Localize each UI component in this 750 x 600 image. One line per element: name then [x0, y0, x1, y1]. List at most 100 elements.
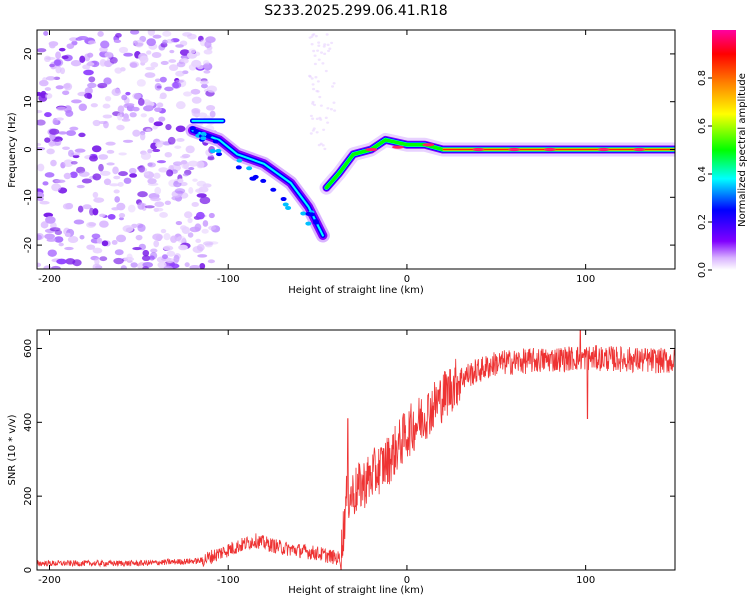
noise-blob	[46, 148, 55, 155]
noise-blob	[136, 79, 146, 87]
noise-blob	[54, 179, 66, 184]
noise-blob	[208, 212, 215, 219]
noise-blob	[154, 201, 165, 208]
noise-blob	[144, 72, 156, 78]
noise-blob	[109, 183, 120, 187]
noise-blob	[104, 95, 112, 102]
noise-blob	[44, 112, 52, 118]
noise-blob	[322, 45, 326, 48]
y-tick-label: -20	[23, 237, 34, 253]
noise-blob	[328, 47, 332, 50]
snr-x-ticks: -200 -100 0 100	[38, 330, 595, 586]
noise-blob	[48, 41, 59, 47]
figure-title: S233.2025.299.06.41.R18	[264, 3, 447, 19]
noise-blob	[146, 50, 152, 55]
noise-blob	[154, 78, 161, 83]
x-tick-label: -200	[38, 274, 61, 285]
noise-blob	[156, 102, 164, 108]
noise-blob	[140, 113, 147, 118]
noise-blob	[118, 46, 129, 54]
noise-blob	[163, 233, 171, 241]
noise-blob	[37, 119, 46, 126]
noise-blob	[100, 40, 110, 49]
noise-blob	[168, 59, 177, 63]
noise-blob	[105, 141, 116, 146]
noise-blob	[123, 177, 132, 184]
noise-blob	[111, 239, 118, 245]
spectrogram-ridge	[185, 118, 675, 243]
noise-blob	[49, 128, 60, 135]
noise-blob	[202, 60, 210, 66]
noise-blob	[138, 165, 146, 173]
noise-blob	[118, 217, 124, 221]
noise-blob	[208, 225, 217, 231]
noise-blob	[330, 41, 334, 45]
noise-blob	[91, 145, 102, 153]
noise-blob	[151, 52, 162, 59]
noise-blob	[187, 232, 194, 238]
noise-blob	[79, 55, 86, 63]
colorbar: 0.0 0.2 0.4 0.6 0.8 Normalized spectral ampl…	[697, 30, 748, 278]
noise-blob	[332, 101, 336, 104]
noise-blob	[112, 166, 119, 175]
noise-blob	[118, 171, 128, 177]
noise-blob	[309, 132, 313, 135]
noise-blob	[191, 59, 202, 68]
noise-blob	[310, 77, 314, 80]
noise-blob	[169, 49, 175, 54]
y-tick-label: 10	[23, 95, 34, 108]
noise-blob	[195, 77, 202, 82]
noise-blob	[121, 94, 128, 101]
noise-blob	[154, 107, 162, 113]
noise-blob	[67, 236, 79, 244]
noise-blob	[146, 105, 154, 109]
ridge-blob	[193, 129, 200, 134]
noise-blob	[72, 154, 80, 159]
noise-blob	[324, 116, 328, 120]
noise-blob	[113, 189, 120, 194]
noise-blob	[62, 90, 70, 96]
noise-blob	[164, 151, 173, 158]
noise-blob	[150, 248, 158, 253]
x-tick-label: 100	[576, 575, 595, 586]
noise-blob	[189, 265, 201, 269]
noise-blob	[207, 259, 216, 264]
noise-blob	[103, 120, 109, 129]
noise-blob	[172, 161, 183, 166]
noise-blob	[315, 117, 319, 121]
noise-blob	[56, 106, 67, 112]
noise-blob	[37, 109, 43, 114]
colorbar-tick-label: 0.0	[697, 262, 708, 278]
noise-blob	[118, 152, 127, 156]
noise-blob	[323, 147, 327, 151]
noise-blob	[125, 91, 131, 96]
noise-blob	[309, 114, 313, 118]
ridge-band	[324, 138, 675, 190]
ridge-blob	[252, 174, 259, 179]
noise-blob	[132, 247, 142, 251]
noise-blob	[115, 32, 122, 38]
colorbar-label: Normalized spectral amplitude	[737, 73, 748, 227]
noise-blob	[200, 83, 208, 89]
noise-blob	[64, 232, 71, 237]
noise-blob	[195, 238, 202, 244]
noise-blob	[312, 49, 316, 53]
noise-blob	[154, 83, 162, 91]
noise-blob	[202, 220, 209, 227]
y-tick-label: 600	[23, 339, 34, 358]
colorbar-tick-label: 0.6	[697, 118, 708, 134]
noise-blob	[312, 127, 316, 130]
noise-blob	[153, 207, 160, 212]
noise-blob	[84, 87, 93, 95]
noise-blob	[311, 129, 315, 132]
noise-blob	[70, 60, 82, 67]
noise-blob	[209, 110, 216, 118]
noise-blob	[148, 117, 155, 123]
noise-blob	[314, 34, 318, 38]
noise-blob	[86, 221, 96, 228]
noise-blob	[325, 33, 329, 36]
noise-blob	[154, 186, 162, 195]
noise-blob	[135, 234, 143, 241]
noise-blob	[81, 178, 93, 184]
noise-blob	[310, 43, 314, 46]
